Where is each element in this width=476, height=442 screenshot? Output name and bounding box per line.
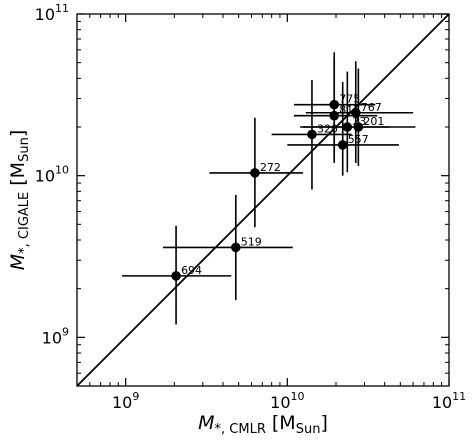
data-point: [342, 122, 353, 132]
point-label: 272: [260, 161, 281, 174]
point-label: 817: [339, 104, 360, 117]
x-tick-label: 1010: [270, 390, 304, 412]
point-label: 775: [339, 93, 360, 106]
point-label: 694: [181, 264, 202, 277]
x-tick-label: 1011: [432, 390, 466, 412]
data-point: [337, 140, 348, 150]
point-label: 320: [317, 122, 338, 135]
plot-frame: [76, 13, 450, 387]
one-to-one-line: [76, 13, 450, 387]
data-point: [250, 168, 260, 178]
point-label: 519: [241, 235, 262, 248]
data-point: [350, 107, 361, 118]
point-label: 23: [352, 115, 366, 128]
data-point: [329, 110, 340, 121]
y-tick-label: 109: [42, 325, 69, 347]
y-axis-label: M*, CIGALE[MSun]: [7, 130, 32, 271]
x-axis-label: M*, CMLR [MSun]: [198, 412, 328, 437]
y-tick-label: 1010: [35, 164, 69, 186]
data-point: [231, 242, 241, 253]
data-point: [171, 271, 181, 281]
data-point: [307, 129, 317, 140]
data-point: [329, 99, 340, 110]
data-point: [353, 122, 364, 132]
point-label: 557: [348, 133, 369, 146]
point-label: 201: [363, 115, 384, 128]
point-label: 767: [361, 101, 382, 114]
y-tick-label: 1011: [35, 2, 69, 24]
x-tick-label: 109: [112, 390, 139, 412]
